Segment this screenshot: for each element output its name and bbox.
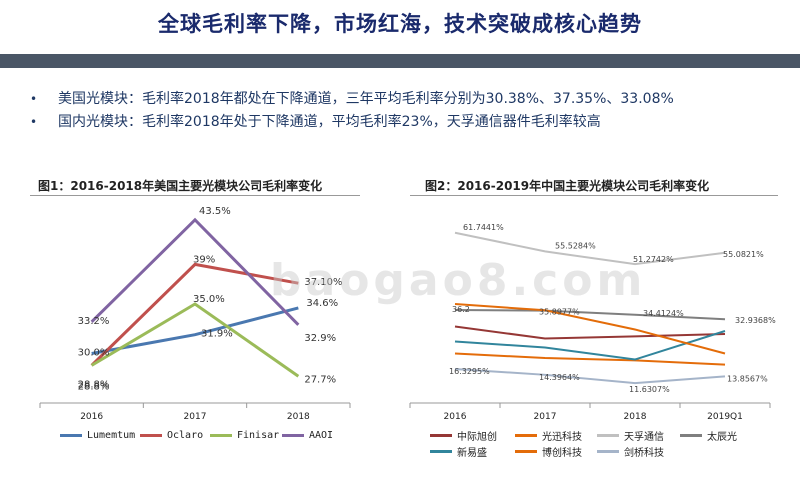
chart2-data-label: 61.7441%	[463, 223, 504, 232]
chart1-series-line	[90, 217, 300, 326]
bullet-text: 国内光模块：毛利率2018年处于下降通道，平均毛利率23%，天孚通信器件毛利率较…	[58, 114, 601, 130]
legend-swatch	[597, 434, 619, 437]
legend-label: 天孚通信	[624, 432, 664, 443]
legend-swatch	[140, 434, 162, 437]
legend-swatch	[430, 434, 452, 437]
chart2-data-label: 34.4124%	[643, 309, 684, 318]
chart2-data-label: 55.5284%	[555, 241, 596, 250]
chart2-data-label: 14.3964%	[539, 373, 580, 382]
chart1-x-tick-label: 2017	[184, 412, 207, 422]
legend-swatch	[680, 434, 702, 437]
bullet-marker: •	[30, 115, 38, 129]
title-bar	[0, 54, 800, 68]
legend-label: 新易盛	[457, 448, 487, 459]
chart2-series-line	[454, 325, 726, 340]
chart1-data-label: 32.9%	[304, 333, 336, 344]
chart2-x-tick-label: 2016	[444, 412, 467, 422]
chart2-series-line	[454, 330, 726, 361]
legend-label: 太辰光	[707, 432, 737, 443]
chart1-series-line	[90, 262, 299, 367]
chart1-data-label: 31.9%	[201, 329, 233, 340]
chart1-x-tick-label: 2016	[80, 412, 103, 422]
chart2-data-label: 11.6307%	[629, 385, 670, 394]
legend-label: 博创科技	[542, 448, 582, 459]
chart2-data-label: 13.8567%	[727, 374, 768, 383]
chart2-data-label: 35.8977%	[539, 307, 580, 316]
legend-item: 剑桥科技	[597, 444, 664, 459]
bullet-marker: •	[30, 92, 38, 106]
legend-label: 中际旭创	[457, 432, 497, 443]
legend-item: 天孚通信	[597, 428, 664, 443]
chart1-data-label: 33.2%	[78, 316, 110, 327]
chart2-series-line	[454, 352, 726, 366]
chart2-series-line	[454, 231, 726, 266]
chart1-data-label: 27.7%	[304, 374, 336, 385]
chart2-data-label: 51.2742%	[633, 255, 674, 264]
chart1-series-line	[90, 302, 300, 378]
legend-item: Lumemtum	[60, 430, 135, 441]
legend-swatch	[60, 434, 82, 437]
legend-swatch	[210, 434, 232, 437]
bullet-item: • 国内光模块：毛利率2018年处于下降通道，平均毛利率23%，天孚通信器件毛利…	[30, 111, 674, 134]
chart1-data-label: 43.5%	[199, 206, 231, 217]
page-title: 全球毛利率下降，市场红海，技术突破成核心趋势	[158, 12, 642, 36]
chart2-series-line	[454, 368, 726, 385]
legend-item: 博创科技	[515, 444, 582, 459]
legend-swatch	[515, 434, 537, 437]
legend-swatch	[430, 450, 452, 453]
legend-label: AAOI	[309, 430, 334, 441]
chart1-data-label: 35.0%	[193, 294, 225, 305]
chart1-x-tick-label: 2018	[287, 412, 310, 422]
chart1-data-label: 30.0%	[78, 348, 110, 359]
chart2-series-line	[454, 303, 726, 355]
figure1-divider	[30, 195, 360, 196]
chart1-data-label: 28.8%	[78, 381, 110, 392]
legend-item: 光迅科技	[515, 428, 582, 443]
figure2-title: 图2：2016-2019年中国主要光模块公司毛利率变化	[425, 179, 710, 193]
chart2-x-tick-label: 2018	[624, 412, 647, 422]
legend-swatch	[282, 434, 304, 437]
legend-item: Oclaro	[140, 430, 203, 441]
chart2-x-tick-label: 2019Q1	[707, 412, 743, 422]
legend-item: 新易盛	[430, 444, 487, 459]
chart2-x-tick-label: 2017	[534, 412, 557, 422]
chart1-data-label: 28.8%	[78, 379, 110, 390]
legend-swatch	[515, 450, 537, 453]
chart2-data-label: 55.0821%	[723, 250, 764, 259]
chart2-series-line	[454, 309, 726, 321]
watermark: baogao8.com	[270, 255, 647, 306]
legend-label: 剑桥科技	[624, 448, 664, 459]
figure2-divider	[410, 195, 778, 196]
chart2-data-label: 36.2	[452, 305, 470, 314]
chart1-data-label: 39%	[193, 254, 215, 265]
legend-item: AAOI	[282, 430, 333, 441]
chart2-data-label: 16.3295%	[449, 367, 490, 376]
bullet-text: 美国光模块：毛利率2018年都处在下降通道，三年平均毛利率分别为30.38%、3…	[58, 91, 674, 107]
legend-item: 中际旭创	[430, 428, 497, 443]
chart2-data-label: 32.9368%	[735, 316, 776, 325]
bullet-list: • 美国光模块：毛利率2018年都处在下降通道，三年平均毛利率分别为30.38%…	[30, 88, 674, 134]
legend-label: Finisar	[237, 430, 280, 441]
chart1-series-line	[91, 306, 299, 355]
legend-item: 太辰光	[680, 428, 737, 443]
bullet-item: • 美国光模块：毛利率2018年都处在下降通道，三年平均毛利率分别为30.38%…	[30, 88, 674, 111]
legend-label: Oclaro	[167, 430, 204, 441]
chart1-data-label: 34.6%	[306, 298, 338, 309]
legend-swatch	[597, 450, 619, 453]
legend-item: Finisar	[210, 430, 279, 441]
legend-label: 光迅科技	[542, 432, 582, 443]
chart1-data-label: 37.10%	[304, 277, 342, 288]
figure1-title: 图1：2016-2018年美国主要光模块公司毛利率变化	[38, 179, 323, 193]
legend-label: Lumemtum	[87, 430, 136, 441]
